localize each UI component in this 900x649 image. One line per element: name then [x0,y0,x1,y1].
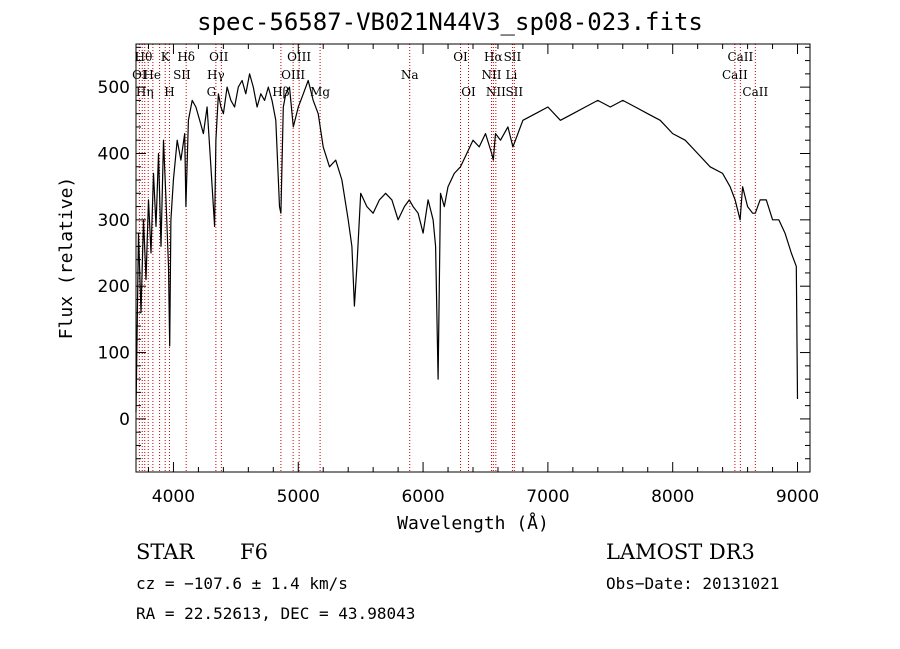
line-label-19: H [164,85,174,99]
line-label-7: SII [504,50,522,64]
line-label-25: SII [505,85,523,99]
y-tick-label-300: 300 [98,211,130,231]
y-tick-label-400: 400 [98,144,130,164]
y-tick-label-500: 500 [98,78,130,98]
line-label-15: NII [481,68,501,82]
x-tick-label-5000: 5000 [277,487,320,507]
line-label-11: SII [173,68,191,82]
x-tick-label-6000: 6000 [401,487,444,507]
line-label-24: NII [486,85,506,99]
redshift-velocity: cz = −107.6 ± 1.4 km/s [136,574,348,593]
line-label-14: Na [401,68,419,82]
line-label-9: OI [132,68,147,82]
y-tick-label-0: 0 [119,410,130,430]
line-label-12: Hγ [207,68,225,82]
line-label-4: OIII [287,50,311,64]
observation-date: Obs−Date: 20131021 [606,574,780,593]
spectral-line-markers [138,44,756,472]
line-label-23: OI [461,85,476,99]
line-label-5: OI [453,50,468,64]
axis-ticks: 4000 5000 6000 7000 8000 9000 0 100 200 300 400 500 [98,44,819,507]
sky-coordinates: RA = 22.52613, DEC = 43.98043 [136,604,416,623]
plot-frame [135,43,811,473]
x-tick-label-8000: 8000 [651,487,694,507]
y-tick-label-200: 200 [98,277,130,297]
line-label-6: Hα [484,50,503,64]
line-label-17: CaII [722,68,748,82]
line-label-21: Hβ [272,85,289,99]
chart-title: spec-56587-VB021N44V3_sp08-023.fits [197,8,703,36]
x-axis-label: Wavelength (Å) [397,512,549,534]
line-label-18: Hη [136,85,154,99]
line-label-8: CaII [727,50,753,64]
spectrum-line-0 [135,73,799,413]
x-tick-label-7000: 7000 [526,487,569,507]
line-label-20: G [207,85,217,99]
survey-name: LAMOST DR3 [606,540,755,564]
spectrum-series [135,73,799,413]
line-label-2: Hδ [177,50,195,64]
line-label-1: K [161,50,171,64]
line-label-26: CaII [742,85,768,99]
line-label-10: He [143,68,161,82]
line-label-16: Li [506,68,518,82]
y-axis-label: Flux (relative) [56,177,77,340]
line-label-3: OII [209,50,229,64]
x-tick-label-9000: 9000 [776,487,819,507]
line-label-22: Mg [310,85,330,99]
line-label-13: OIII [281,68,305,82]
y-tick-label-100: 100 [98,344,130,364]
object-class: STAR [136,540,195,564]
x-tick-label-4000: 4000 [152,487,195,507]
line-label-0: Hθ [135,50,153,64]
spectral-subclass: F6 [240,540,268,564]
